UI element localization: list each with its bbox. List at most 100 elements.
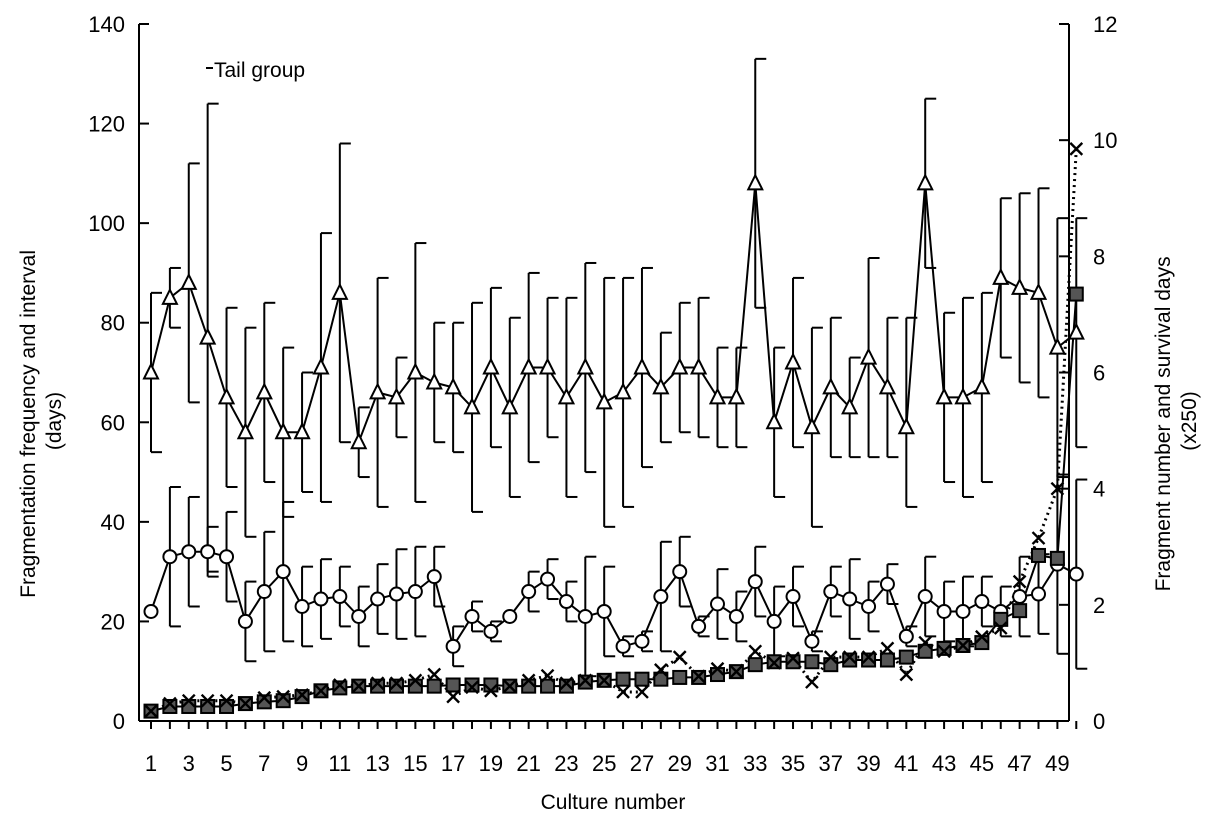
point-circle bbox=[577, 608, 593, 624]
point-triangle bbox=[671, 357, 689, 375]
point-square bbox=[1049, 550, 1065, 566]
point-x bbox=[465, 680, 479, 695]
point-square bbox=[464, 677, 480, 693]
point-x bbox=[729, 664, 744, 679]
point-triangle bbox=[255, 382, 273, 400]
x-tick-label: 37 bbox=[819, 751, 843, 776]
point-triangle bbox=[595, 392, 613, 410]
annotation-tail-group: Tail group bbox=[214, 59, 305, 82]
point-x bbox=[351, 679, 366, 693]
series-line-x bbox=[150, 148, 1078, 713]
y-right-axis-title-line-2: (x250) bbox=[1178, 391, 1201, 451]
point-x bbox=[540, 668, 555, 683]
point-x bbox=[181, 693, 196, 708]
point-circle bbox=[483, 623, 499, 639]
point-x bbox=[786, 651, 800, 666]
point-square bbox=[370, 678, 386, 694]
point-circle bbox=[162, 549, 178, 565]
point-square bbox=[256, 694, 272, 710]
point-triangle bbox=[482, 357, 500, 375]
point-circle bbox=[691, 618, 707, 634]
y-left-tick-label: 40 bbox=[101, 510, 125, 535]
y-right-tick-label: 2 bbox=[1093, 593, 1105, 618]
y-left-tick-label: 0 bbox=[113, 709, 125, 734]
point-triangle bbox=[406, 362, 424, 380]
point-circle bbox=[955, 603, 971, 619]
y-left-tick-label: 100 bbox=[88, 211, 125, 236]
point-x bbox=[842, 650, 857, 664]
y-right-axis-title-line-1: Fragment number and survival days bbox=[1152, 256, 1175, 591]
point-circle bbox=[407, 584, 423, 600]
point-square bbox=[445, 677, 461, 693]
point-triangle bbox=[236, 422, 255, 440]
point-x bbox=[502, 679, 517, 693]
point-x bbox=[521, 673, 536, 688]
point-triangle bbox=[803, 417, 821, 435]
point-triangle bbox=[1029, 282, 1048, 300]
point-x bbox=[559, 676, 574, 691]
point-triangle bbox=[1011, 277, 1029, 295]
y-left-tick-label: 20 bbox=[101, 609, 125, 634]
point-square bbox=[615, 671, 631, 687]
axes bbox=[138, 23, 1078, 729]
series-markers bbox=[142, 142, 1085, 719]
point-circle bbox=[634, 633, 650, 649]
point-triangle bbox=[180, 272, 198, 290]
point-x bbox=[616, 685, 630, 699]
point-x bbox=[219, 693, 234, 708]
point-x bbox=[408, 673, 423, 688]
x-tick-label: 41 bbox=[894, 751, 918, 776]
x-tick-label: 19 bbox=[479, 751, 503, 776]
point-square bbox=[879, 652, 895, 668]
x-tick-label: 29 bbox=[667, 751, 691, 776]
point-triangle bbox=[689, 357, 708, 375]
point-square bbox=[1012, 603, 1028, 619]
point-square bbox=[785, 654, 801, 670]
x-tick-label: 27 bbox=[630, 751, 654, 776]
point-square bbox=[426, 678, 442, 694]
point-square bbox=[388, 678, 404, 694]
x-tick-label: 1 bbox=[145, 751, 157, 776]
y-right-tick-label: 0 bbox=[1093, 709, 1105, 734]
point-x bbox=[748, 644, 763, 659]
point-triangle bbox=[822, 377, 840, 395]
point-triangle bbox=[576, 357, 594, 375]
point-circle bbox=[275, 564, 291, 580]
point-square bbox=[634, 671, 650, 687]
point-circle bbox=[332, 589, 348, 605]
x-tick-label: 7 bbox=[258, 751, 270, 776]
point-triangle bbox=[538, 357, 557, 375]
point-circle bbox=[1068, 566, 1084, 582]
point-circle bbox=[294, 598, 310, 614]
point-circle bbox=[540, 571, 556, 587]
point-x bbox=[332, 678, 347, 692]
x-tick-label: 31 bbox=[705, 751, 729, 776]
point-triangle bbox=[161, 287, 179, 305]
point-circle bbox=[804, 633, 820, 649]
point-circle bbox=[747, 574, 763, 590]
x-tick-label: 49 bbox=[1045, 751, 1069, 776]
point-x bbox=[975, 629, 989, 644]
point-square bbox=[747, 657, 763, 673]
point-triangle bbox=[973, 377, 991, 395]
point-x bbox=[672, 650, 687, 664]
point-triangle bbox=[217, 387, 236, 405]
point-triangle bbox=[368, 382, 387, 400]
point-circle bbox=[370, 591, 386, 607]
point-x bbox=[314, 683, 328, 698]
point-x bbox=[257, 690, 272, 705]
y-left-axis-title-line-2: (days) bbox=[43, 392, 66, 450]
y-right-tick-label: 10 bbox=[1093, 128, 1117, 153]
point-triangle bbox=[652, 377, 670, 395]
point-square bbox=[162, 698, 178, 714]
x-tick-label: 23 bbox=[554, 751, 578, 776]
point-square bbox=[842, 652, 858, 668]
x-tick-label: 43 bbox=[932, 751, 956, 776]
point-circle bbox=[200, 544, 216, 560]
point-triangle bbox=[1067, 322, 1085, 340]
point-x bbox=[880, 641, 895, 656]
point-circle bbox=[1012, 589, 1028, 605]
point-circle bbox=[653, 589, 669, 605]
point-x bbox=[163, 696, 177, 711]
